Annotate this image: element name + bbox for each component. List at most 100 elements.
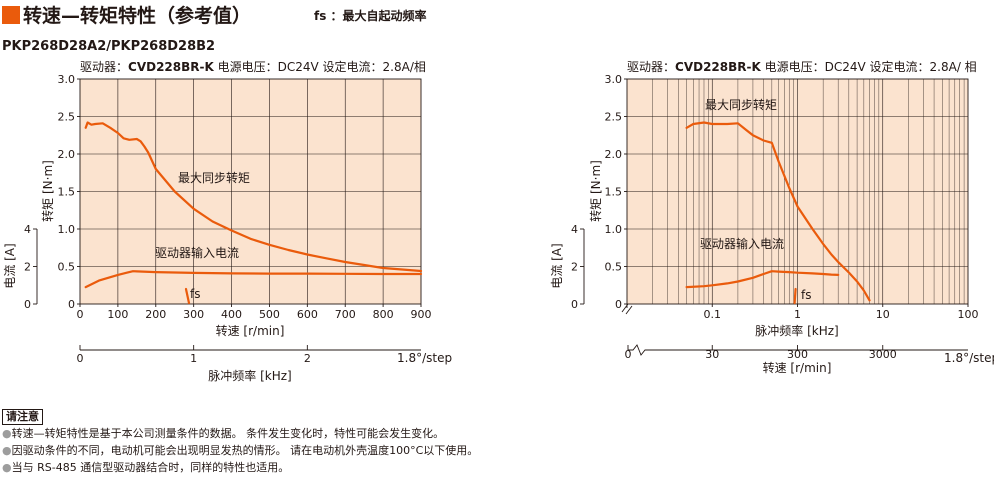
- frequency-ticks-right: 0.1 1 10 100: [704, 304, 979, 321]
- current-curve-label-left: 驱动器输入电流: [155, 245, 239, 260]
- current-tick-label: 2: [571, 261, 578, 274]
- current-curve-right: [685, 270, 840, 289]
- torque-tick-label: 3.0: [605, 73, 623, 86]
- gridlines-left: [80, 79, 421, 304]
- current-axis-label-left: 电流 [A]: [3, 243, 17, 288]
- axis-break-mark-right: [621, 303, 633, 315]
- torque-tick-label: 1.0: [605, 223, 623, 236]
- page-title: 转速—转矩特性（参考值）: [23, 4, 251, 27]
- driver-prefix-right: 驱动器：: [627, 60, 675, 74]
- speed-axis-label-right: 转速 [r/min]: [763, 360, 832, 375]
- torque-tick-label: 1.5: [58, 186, 76, 199]
- current-tick-label: 4: [24, 223, 31, 236]
- gridlines-right: [627, 79, 968, 304]
- current-tick-label: 0: [24, 298, 31, 311]
- fs-note: fs ：最大自起动频率: [314, 8, 427, 23]
- title-accent-square: [2, 6, 20, 24]
- speed-ticks-right: 0 30 300 3000: [625, 345, 897, 361]
- driver-suffix-right: 电源电压：DC24V 设定电流：2.8A/ 相: [761, 59, 977, 74]
- speed-tick-label: 600: [297, 308, 318, 321]
- torque-ticks-right: 0 0.5 1.0 1.5 2.0 2.5 3.0: [605, 73, 627, 311]
- torque-tick-label: 2.0: [58, 148, 76, 161]
- frequency-tick-label: 0.1: [704, 308, 722, 321]
- driver-prefix-left: 驱动器：: [80, 60, 128, 74]
- fs-label-left: fs: [190, 287, 200, 301]
- current-axis-label-right: 电流 [A]: [550, 243, 564, 288]
- current-tick-label: 4: [571, 223, 578, 236]
- speed-axis-label-left: 转速 [r/min]: [216, 323, 285, 338]
- note-item-1: ●转速—转矩特性是基于本公司测量条件的数据。 条件发生变化时，特性可能会发生变化…: [2, 425, 478, 442]
- speed-ticks-left: 0 100 200 300 400 500 600 700 800 900: [77, 304, 432, 321]
- driver-info-right: 驱动器：CVD228BR-K 电源电压：DC24V 设定电流：2.8A/ 相: [627, 59, 977, 74]
- torque-tick-label: 2.5: [605, 111, 623, 124]
- torque-tick-label: 2.0: [605, 148, 623, 161]
- torque-tick-label: 3.0: [58, 73, 76, 86]
- torque-curve-label-left: 最大同步转矩: [178, 170, 250, 185]
- speed-tick-label: 800: [373, 308, 394, 321]
- torque-curve-left: [84, 121, 423, 273]
- torque-tick-label: 1.0: [58, 223, 76, 236]
- torque-axis-label-right: 转矩 [N·m]: [588, 160, 603, 222]
- torque-tick-label: 0: [68, 298, 75, 311]
- driver-info-left: 驱动器：CVD228BR-K 电源电压：DC24V 设定电流：2.8A/相: [80, 59, 426, 74]
- torque-ticks-left: 0 0.5 1.0 1.5 2.0 2.5 3.0: [58, 73, 80, 311]
- speed-tick-label: 300: [183, 308, 204, 321]
- current-ticks-left: 0 2 4: [24, 223, 37, 311]
- speed-tick-label: 0: [77, 308, 84, 321]
- frequency-tick-label: 100: [958, 308, 979, 321]
- speed-tick-label: 100: [107, 308, 128, 321]
- note-text-2: 因驱动条件的不同，电动机可能会出现明显发热的情形。 请在电动机外壳温度100°C…: [11, 444, 479, 457]
- torque-tick-label: 2.5: [58, 111, 76, 124]
- current-ticks-right: 0 2 4: [571, 223, 584, 311]
- driver-model-right: CVD228BR-K: [675, 60, 761, 74]
- fs-label-right: fs: [801, 288, 811, 302]
- notes-section: 请注意 ●转速—转矩特性是基于本公司测量条件的数据。 条件发生变化时，特性可能会…: [2, 408, 478, 476]
- current-curve-left: [84, 270, 423, 289]
- torque-axis-label-left: 转矩 [N·m]: [40, 160, 55, 222]
- speed-tick-label: 700: [335, 308, 356, 321]
- frequency-tick-label: 1: [794, 308, 801, 321]
- speed-tick-label: 400: [221, 308, 242, 321]
- speed-tick-label: 30: [705, 348, 719, 361]
- torque-tick-label: 0.5: [605, 261, 623, 274]
- step-label-right: 1.8°/step: [944, 351, 994, 365]
- speed-tick-label: 500: [259, 308, 280, 321]
- note-item-3: ●当与 RS-485 通信型驱动器结合时，同样的特性也适用。: [2, 459, 478, 476]
- note-item-2: ●因驱动条件的不同，电动机可能会出现明显发热的情形。 请在电动机外壳温度100°…: [2, 442, 478, 459]
- speed-tick-label: 200: [145, 308, 166, 321]
- speed-tick-label: 300: [787, 348, 808, 361]
- speed-tick-label: 0: [625, 348, 632, 361]
- step-label-left: 1.8°/step: [397, 351, 452, 365]
- bullet-icon: ●: [2, 444, 12, 457]
- note-text-1: 转速—转矩特性是基于本公司测量条件的数据。 条件发生变化时，特性可能会发生变化。: [11, 427, 445, 440]
- pulse-axis-label-left: 脉冲频率 [kHz]: [208, 368, 291, 383]
- torque-curve-label-right: 最大同步转矩: [705, 97, 777, 112]
- current-curve-label-right: 驱动器输入电流: [700, 236, 784, 251]
- pulse-ticks-left: 0 1 2: [77, 345, 311, 365]
- current-tick-label: 0: [571, 298, 578, 311]
- fs-marker-left: [184, 287, 191, 305]
- chart-speed-torque-left: 驱动器：CVD228BR-K 电源电压：DC24V 设定电流：2.8A/相 00…: [3, 59, 452, 383]
- bullet-icon: ●: [2, 461, 12, 474]
- model-name: PKP268D28A2/PKP268D28B2: [2, 39, 215, 54]
- speed-tick-label: 3000: [869, 348, 897, 361]
- torque-tick-label: 0.5: [58, 261, 76, 274]
- speed-axis-line-right: [628, 344, 968, 356]
- speed-tick-label: 900: [411, 308, 432, 321]
- torque-tick-label: 1.5: [605, 186, 623, 199]
- bullet-icon: ●: [2, 427, 12, 440]
- fs-marker-right: [793, 287, 797, 305]
- pulse-tick-label: 2: [304, 352, 311, 365]
- frequency-axis-label-right: 脉冲频率 [kHz]: [755, 323, 838, 338]
- notes-title: 请注意: [2, 409, 43, 425]
- pulse-tick-label: 1: [190, 352, 197, 365]
- torque-tick-label: 0: [615, 298, 622, 311]
- driver-model-left: CVD228BR-K: [128, 60, 214, 74]
- torque-curve-right: [685, 121, 871, 302]
- current-tick-label: 2: [24, 261, 31, 274]
- chart-speed-torque-right: 驱动器：CVD228BR-K 电源电压：DC24V 设定电流：2.8A/ 相 0…: [550, 59, 994, 375]
- note-text-3: 当与 RS-485 通信型驱动器结合时，同样的特性也适用。: [11, 461, 290, 474]
- frequency-tick-label: 10: [876, 308, 890, 321]
- driver-suffix-left: 电源电压：DC24V 设定电流：2.8A/相: [214, 59, 426, 74]
